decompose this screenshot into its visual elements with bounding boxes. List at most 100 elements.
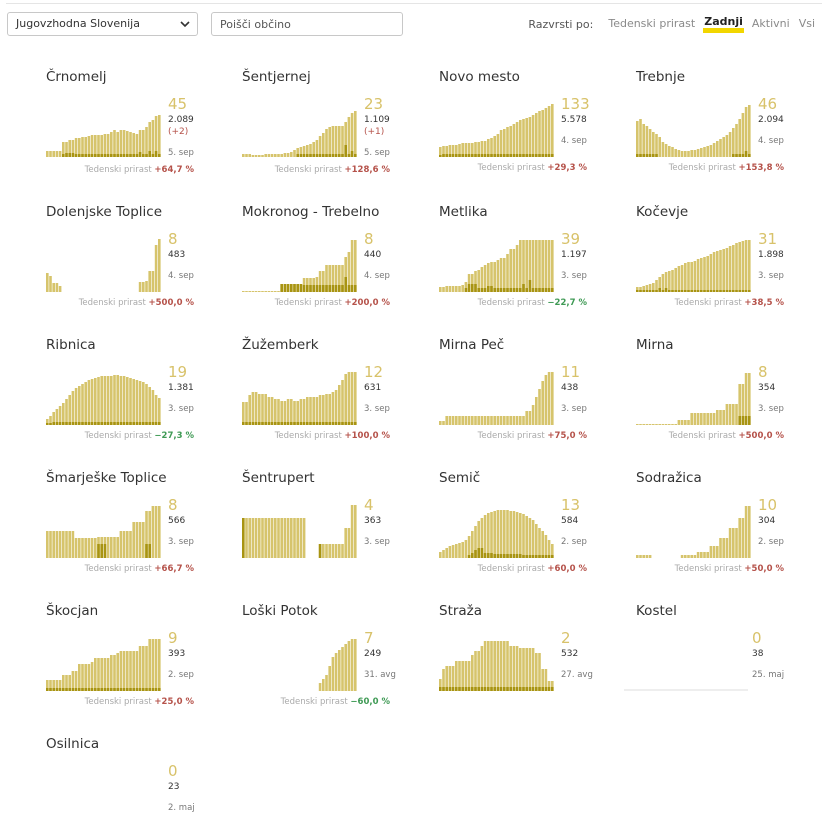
- sparkline-new-cases-bar: [487, 286, 490, 292]
- sparkline-bar: [299, 147, 303, 157]
- municipality-card[interactable]: Kočevje 31 1.898 3. sep Tedenski prirast +38…: [636, 204, 826, 324]
- sparkline-bar: [741, 113, 745, 157]
- sparkline-bar: [487, 641, 490, 691]
- municipality-card[interactable]: Črnomelj 45 2.089 (+2) 5. sep Tedenski priras…: [46, 69, 236, 189]
- sparkline-bar: [354, 372, 357, 425]
- municipality-card[interactable]: Osilnica 0 23 2. maj: [46, 736, 236, 824]
- sparkline-new-cases-bar: [318, 154, 322, 157]
- sparkline-bar: [290, 152, 293, 157]
- sort-option-latest[interactable]: Zadnji: [703, 15, 744, 33]
- sparkline-new-cases-bar: [541, 687, 544, 691]
- sparkline-new-cases-bar: [483, 687, 487, 691]
- daily-delta: (+2): [168, 127, 189, 137]
- municipality-name: Kočevje: [636, 204, 689, 220]
- sparkline-new-cases-bar: [154, 151, 158, 157]
- sort-option-active[interactable]: Aktivni: [751, 16, 790, 30]
- weekly-growth-label: Tedenski prirast: [477, 163, 545, 173]
- municipality-card[interactable]: Mirna Peč 11 438 3. sep Tedenski prirast +75…: [439, 337, 629, 457]
- sparkline-bar: [519, 416, 522, 425]
- sparkline-new-cases-bar: [312, 422, 315, 425]
- sparkline-bar: [674, 268, 677, 292]
- municipality-card[interactable]: Šentjernej 23 1.109 (+1) 5. sep Tedenski prir…: [242, 69, 432, 189]
- sparkline-new-cases-bar: [119, 422, 123, 425]
- sparkline-bar: [116, 132, 119, 157]
- municipality-card[interactable]: Novo mesto 133 5.578 4. sep Tedenski prirast…: [439, 69, 629, 189]
- sparkline-bar: [277, 154, 280, 157]
- sparkline-bar: [81, 538, 84, 558]
- municipality-card[interactable]: Škocjan 9 393 2. sep Tedenski prirast +25,0 …: [46, 603, 236, 723]
- municipality-card[interactable]: Mokronog - Trebelno 8 440 4. sep Tedenski pr…: [242, 204, 432, 324]
- region-select[interactable]: Jugovzhodna Slovenija: [7, 12, 198, 36]
- municipality-card[interactable]: Straža 2 532 27. avg: [439, 603, 629, 723]
- sparkline-bar: [299, 518, 303, 558]
- sparkline-bar: [522, 119, 525, 157]
- sparkline-bar: [55, 531, 59, 558]
- sparkline-bar: [154, 116, 158, 157]
- sparkline-bar: [354, 639, 357, 691]
- municipality-card[interactable]: Mirna 8 354 3. sep Tedenski prirast +500,0 %: [636, 337, 826, 457]
- sort-option-weekly-growth[interactable]: Tedenski prirast: [608, 16, 696, 30]
- sparkline-bar: [312, 397, 315, 425]
- sparkline-new-cases-bar: [735, 290, 738, 292]
- sparkline-bar: [445, 548, 448, 558]
- sparkline-bar: [535, 397, 538, 425]
- sparkline-bar: [132, 133, 135, 157]
- sparkline-new-cases-bar: [145, 154, 148, 157]
- sparkline-bar: [525, 516, 528, 558]
- sparkline-bar: [445, 416, 448, 425]
- sparkline-bar: [245, 402, 248, 425]
- municipality-card[interactable]: Trebnje 46 2.094 4. sep Tedenski prirast +15…: [636, 69, 826, 189]
- sparkline-new-cases-bar: [62, 422, 65, 425]
- sparkline-bar: [690, 555, 693, 558]
- sparkline-new-cases-bar: [483, 288, 487, 292]
- municipality-card[interactable]: Semič 13 584 2. sep Tedenski prirast +60,0 %: [439, 470, 629, 590]
- sparkline-bar: [512, 416, 516, 425]
- sparkline-new-cases-bar: [78, 688, 81, 691]
- sparkline-new-cases-bar: [132, 154, 135, 157]
- sparkline-bar: [493, 416, 496, 425]
- sparkline-bar: [97, 658, 100, 691]
- sparkline-new-cases-bar: [97, 154, 100, 157]
- sparkline-bar: [709, 546, 713, 558]
- municipality-card[interactable]: Kostel 0 38 25. maj: [624, 603, 826, 723]
- sparkline-bar: [328, 265, 331, 292]
- sparkline-bar: [142, 282, 145, 292]
- sparkline-bar: [347, 641, 351, 691]
- weekly-growth-label: Tedenski prirast: [84, 564, 152, 574]
- sparkline-new-cases-bar: [442, 154, 445, 157]
- sparkline-bar: [480, 518, 484, 558]
- last-update-date: 3. sep: [364, 404, 390, 414]
- sparkline-new-cases-bar: [52, 688, 55, 691]
- sparkline-new-cases-bar: [636, 154, 639, 157]
- sparkline-new-cases-bar: [493, 687, 496, 691]
- municipality-card[interactable]: Dolenjske Toplice 8 483 4. sep Tedenski prir…: [46, 204, 236, 324]
- sparkline-bar: [471, 416, 474, 425]
- municipality-card[interactable]: Metlika 39 1.197 3. sep Tedenski prirast −22…: [439, 204, 629, 324]
- sparkline-new-cases-bar: [293, 284, 296, 292]
- sort-option-all[interactable]: Vsi: [798, 16, 815, 30]
- active-cases-count: 13: [561, 496, 581, 514]
- sparkline-bar: [483, 141, 487, 157]
- sparkline-bar: [541, 669, 544, 691]
- sparkline-new-cases-bar: [490, 286, 493, 292]
- sparkline-bar: [732, 128, 735, 157]
- sparkline-new-cases-bar: [274, 422, 277, 425]
- last-update-date: 3. sep: [561, 271, 587, 281]
- sparkline-bar: [138, 130, 142, 157]
- sparkline-new-cases-bar: [71, 153, 75, 157]
- sparkline-new-cases-bar: [347, 285, 351, 292]
- municipality-search-input[interactable]: [211, 12, 403, 36]
- municipality-card[interactable]: Sodražica 10 304 2. sep Tedenski prirast +50…: [636, 470, 826, 590]
- sparkline-bar: [116, 537, 119, 558]
- sparkline-new-cases-bar: [248, 422, 251, 425]
- sparkline-bar: [725, 135, 729, 157]
- sparkline-bar: [490, 641, 493, 691]
- municipality-card[interactable]: Šentrupert 4 363 3. sep: [242, 470, 432, 590]
- municipality-card[interactable]: Ribnica 19 1.381 3. sep Tedenski prirast −27…: [46, 337, 236, 457]
- municipality-card[interactable]: Žužemberk 12 631 3. sep Tedenski prirast +10…: [242, 337, 432, 457]
- municipality-card[interactable]: Loški Potok 7 249 31. avg Tedenski prirast −…: [242, 603, 432, 723]
- sparkline-bar: [78, 664, 81, 691]
- municipality-card[interactable]: Šmarješke Toplice 8 566 3. sep Tedenski prir…: [46, 470, 236, 590]
- sparkline-bar: [547, 540, 551, 558]
- sparkline-bar: [719, 410, 722, 425]
